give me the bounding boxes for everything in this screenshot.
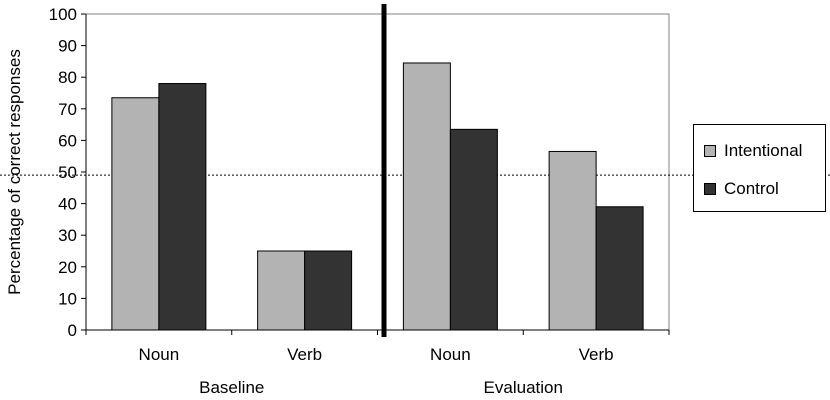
y-tick-label: 30 <box>58 226 77 245</box>
bar-intentional-2 <box>257 250 306 331</box>
group-label: Baseline <box>199 378 264 397</box>
bar-control-1 <box>158 83 207 331</box>
x-tick-label: Verb <box>579 345 614 364</box>
y-tick-label: 60 <box>58 131 77 150</box>
bar-intentional-1 <box>111 97 160 331</box>
y-tick-label: 50 <box>58 163 77 182</box>
legend: Intentional Control <box>693 124 826 212</box>
y-tick-label: 70 <box>58 100 77 119</box>
y-tick-label: 40 <box>58 195 77 214</box>
legend-swatch-intentional <box>704 145 716 157</box>
legend-label-control: Control <box>724 179 779 198</box>
y-tick-label: 100 <box>49 5 77 24</box>
bar-intentional-3 <box>402 62 451 331</box>
y-tick-label: 10 <box>58 289 77 308</box>
y-tick-label: 20 <box>58 258 77 277</box>
x-tick-label: Noun <box>139 345 180 364</box>
x-tick-label: Noun <box>430 345 471 364</box>
legend-label-intentional: Intentional <box>724 141 803 160</box>
y-axis-label: Percentage of correct responses <box>5 49 24 295</box>
x-tick-label: Verb <box>287 345 322 364</box>
bar-intentional-4 <box>548 150 597 331</box>
bar-control-2 <box>304 250 353 331</box>
bar-control-3 <box>449 128 498 331</box>
legend-item-intentional: Intentional <box>704 141 802 161</box>
group-label: Evaluation <box>484 378 563 397</box>
y-tick-label: 90 <box>58 37 77 56</box>
bar-control-4 <box>595 206 644 331</box>
y-tick-label: 0 <box>68 321 77 340</box>
legend-swatch-control <box>704 183 716 195</box>
legend-item-control: Control <box>704 179 779 199</box>
y-tick-label: 80 <box>58 68 77 87</box>
